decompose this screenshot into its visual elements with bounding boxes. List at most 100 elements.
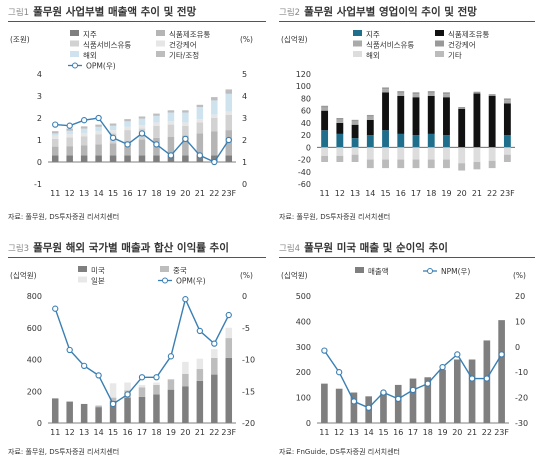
- bar-중국: [196, 369, 204, 381]
- figure-4-title-rule: [279, 257, 535, 258]
- x-tick-label: 18: [151, 189, 161, 198]
- bar-식품제조유통: [124, 141, 131, 156]
- bar-식품제조유통: [182, 135, 189, 156]
- bar-해외: [412, 147, 420, 160]
- bar-매출액: [350, 392, 358, 423]
- figure-4-panel: 그림4 풀무원 미국 매출 및 순이익 추이 (십억원) (%) 0 100 200 300…: [279, 240, 537, 458]
- bar-기타조정: [167, 110, 175, 113]
- bar-건강케어: [458, 107, 466, 109]
- bar-해외: [351, 147, 359, 155]
- right-tick-label: 2: [242, 136, 247, 145]
- right-tick-label: 4: [242, 92, 247, 101]
- bar-식품서비스유통: [321, 107, 329, 111]
- figure-2-chart: (십억원) -60 -40 -20 0 20 40 60 80 100 120 11 12 13 14 15 1…: [281, 30, 515, 198]
- bar-식품서비스유통: [503, 100, 511, 104]
- right-tick-label: 3: [242, 114, 247, 123]
- bar-건강케어: [66, 134, 73, 138]
- figure-3-source: 자료: 풀무원, DS투자증권 리서치센터: [8, 448, 120, 456]
- bar-지주: [153, 155, 160, 162]
- point-opm우: [66, 122, 73, 129]
- figure-3-panel: 그림3 풀무원 해외 국가별 매출과 합산 이익률 추이 (십억원) (%) 0 200…: [8, 240, 268, 458]
- figure-2-title: 그림2 풀무원 사업부별 영업이익 추이 및 전망: [279, 4, 477, 19]
- left-tick-label: 100: [296, 82, 311, 91]
- legend-label: 건강케어: [448, 40, 476, 50]
- point-npm우: [483, 375, 490, 382]
- x-tick-label: 21: [467, 428, 477, 437]
- point-npm우: [336, 369, 343, 376]
- point-opm우: [124, 391, 131, 398]
- bar-기타조정: [80, 126, 88, 129]
- bar-건강케어: [109, 130, 117, 134]
- bar-지주: [80, 155, 88, 162]
- bar-건강케어: [351, 119, 359, 122]
- point-opm우: [124, 141, 131, 148]
- bar-식품제조유통: [427, 96, 435, 134]
- bar-해외: [167, 112, 175, 122]
- bar-지주: [138, 155, 146, 162]
- legend-marker: [162, 277, 168, 284]
- bar-매출액: [335, 388, 343, 423]
- left-tick-label: 0: [306, 419, 311, 428]
- bar-해외: [196, 107, 204, 120]
- right-tick-label: -15: [242, 387, 255, 396]
- point-opm우: [81, 362, 88, 369]
- point-opm우: [109, 134, 117, 141]
- x-tick-label: 19: [441, 189, 451, 198]
- legend-label: 식품제조유통: [448, 30, 489, 39]
- bar-지주: [66, 155, 73, 162]
- bar-식품제조유통: [95, 144, 102, 156]
- bar-일본: [153, 382, 160, 385]
- legend-swatch: [435, 40, 444, 47]
- bar-일본: [182, 361, 189, 374]
- figure-3-title-text: 풀무원 해외 국가별 매출과 합산 이익률 추이: [33, 242, 229, 254]
- legend-swatch: [70, 40, 79, 47]
- bar-기타조정: [182, 110, 189, 113]
- point-npm우: [424, 380, 431, 387]
- bar-매출액: [439, 369, 446, 423]
- point-npm우: [350, 398, 358, 405]
- bar-식품제조유통: [51, 146, 59, 156]
- x-tick-label: 17: [137, 189, 147, 198]
- x-tick-label: 20: [457, 189, 467, 198]
- left-tick-label: 60: [301, 107, 311, 116]
- legend-label: 일본: [91, 277, 105, 286]
- legend-label: 해외: [366, 50, 380, 60]
- x-tick-label: 21: [195, 189, 205, 198]
- bar-중국: [167, 379, 175, 390]
- bar-지주: [124, 155, 131, 162]
- bar-미국: [182, 386, 189, 423]
- figure-1-number: 그림1: [8, 8, 30, 18]
- bar-건강케어: [182, 122, 189, 126]
- legend-swatch: [355, 267, 364, 273]
- bar-미국: [66, 401, 73, 423]
- bar-건강케어: [503, 98, 511, 101]
- x-tick-label: 12: [65, 428, 75, 437]
- legend-label: OPM(우): [86, 62, 116, 71]
- x-tick-label: 22: [209, 189, 219, 198]
- bar-해외: [225, 93, 233, 112]
- bar-일본: [109, 383, 117, 398]
- figure-1-title-text: 풀무원 사업부별 매출액 추이 및 전망: [33, 6, 197, 18]
- bar-식품서비스유통: [80, 136, 88, 146]
- bar-미국: [153, 394, 160, 423]
- bar-매출액: [424, 377, 432, 423]
- bar-해외: [95, 126, 102, 132]
- bar-건강케어: [225, 111, 233, 115]
- bar-식품제조유통: [412, 97, 420, 136]
- bar-해외: [473, 147, 481, 162]
- right-tick-label: 1: [242, 158, 247, 167]
- point-opm우: [196, 327, 203, 335]
- bar-식품제조유통: [503, 103, 511, 136]
- right-tick-label: 0: [242, 180, 247, 189]
- bar-건강케어: [488, 94, 496, 96]
- bar-기타: [351, 154, 359, 162]
- bar-중국: [225, 338, 233, 358]
- left-tick-label: 600: [27, 324, 42, 333]
- point-opm우: [52, 305, 59, 312]
- left-tick-label: -20: [298, 156, 311, 165]
- x-tick-label: 12: [65, 189, 75, 198]
- bar-건강케어: [336, 118, 344, 120]
- figure-3-title-rule: [8, 257, 266, 258]
- figure-2-number: 그림2: [279, 8, 301, 18]
- bar-기타: [488, 160, 496, 169]
